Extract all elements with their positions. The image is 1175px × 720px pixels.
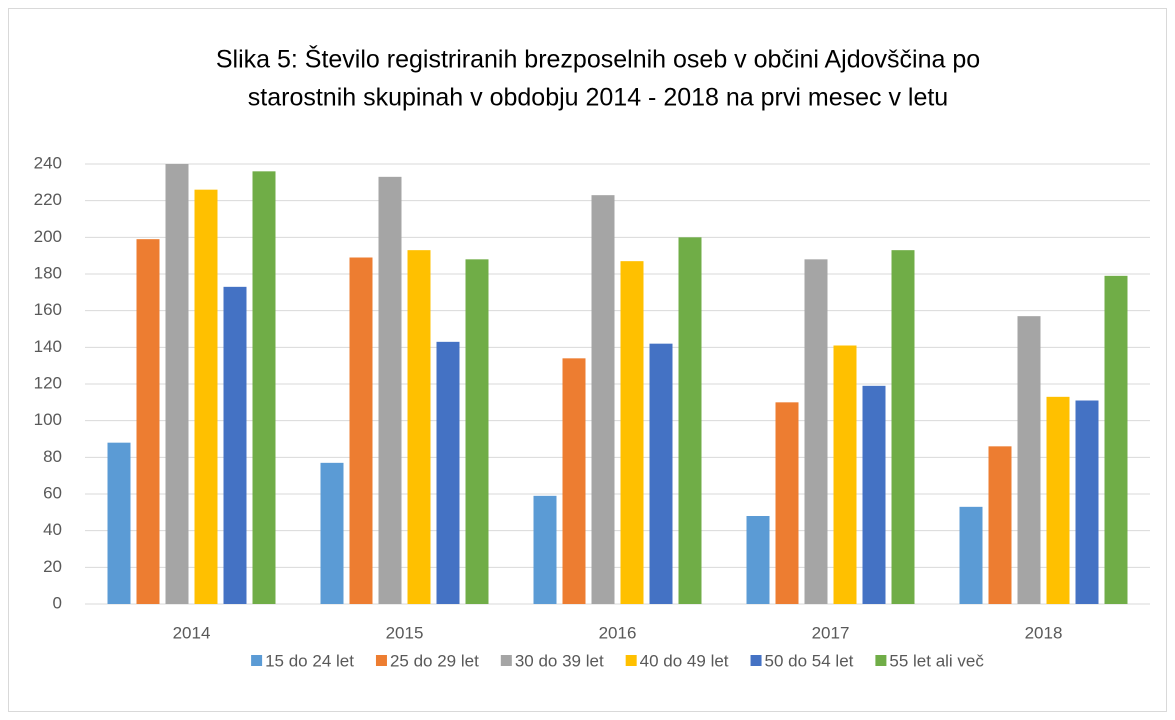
legend-label: 15 do 24 let (265, 651, 354, 670)
bar (1075, 400, 1099, 604)
legend-label: 55 let ali več (889, 651, 984, 670)
bar (194, 189, 218, 604)
bar (775, 402, 799, 604)
y-tick-label: 180 (34, 263, 62, 282)
x-tick-label: 2014 (173, 623, 211, 642)
x-tick-label: 2016 (599, 623, 637, 642)
bar (465, 259, 489, 604)
legend-swatch (625, 655, 637, 666)
y-tick-label: 40 (43, 520, 62, 539)
y-tick-label: 60 (43, 483, 62, 502)
legend-label: 25 do 29 let (390, 651, 479, 670)
legend-swatch (500, 655, 512, 666)
bar (746, 516, 770, 604)
legend-swatch (750, 655, 762, 666)
bar (533, 495, 557, 604)
bar (223, 286, 247, 604)
y-tick-label: 200 (34, 227, 62, 246)
y-tick-label: 160 (34, 300, 62, 319)
bar (591, 195, 615, 604)
bar (349, 257, 373, 604)
bar (891, 250, 915, 604)
y-tick-label: 120 (34, 373, 62, 392)
bar (378, 176, 402, 605)
bar (407, 250, 431, 604)
y-tick-label: 240 (34, 153, 62, 172)
bar (107, 442, 131, 604)
legend-swatch (875, 655, 887, 666)
x-tick-label: 2015 (386, 623, 424, 642)
y-tick-label: 80 (43, 447, 62, 466)
legend-swatch (251, 655, 263, 666)
bar (165, 164, 189, 604)
y-tick-label: 20 (43, 557, 62, 576)
bar (320, 462, 344, 604)
chart-title: starostnih skupinah v obdobju 2014 - 201… (248, 84, 948, 112)
bar (833, 345, 857, 604)
legend-label: 40 do 49 let (640, 651, 729, 670)
bar (436, 341, 460, 604)
bar (136, 239, 160, 604)
bar (649, 343, 673, 604)
bar (1104, 275, 1128, 604)
legend-swatch (375, 655, 387, 666)
bar (252, 171, 276, 605)
x-tick-label: 2018 (1025, 623, 1063, 642)
x-tick-label: 2017 (812, 623, 850, 642)
bar (1046, 396, 1070, 604)
y-tick-label: 140 (34, 337, 62, 356)
bar (862, 385, 886, 604)
y-tick-label: 100 (34, 410, 62, 429)
bar (678, 237, 702, 605)
bar (959, 506, 983, 604)
bar (988, 446, 1012, 604)
chart-title: Slika 5: Število registriranih brezposel… (216, 45, 980, 74)
bar (1017, 316, 1041, 604)
legend-label: 50 do 54 let (765, 651, 854, 670)
bar (620, 261, 644, 604)
y-tick-label: 220 (34, 190, 62, 209)
y-tick-label: 0 (53, 593, 62, 612)
legend-label: 30 do 39 let (515, 651, 604, 670)
bar (804, 259, 828, 604)
bar (562, 358, 586, 604)
